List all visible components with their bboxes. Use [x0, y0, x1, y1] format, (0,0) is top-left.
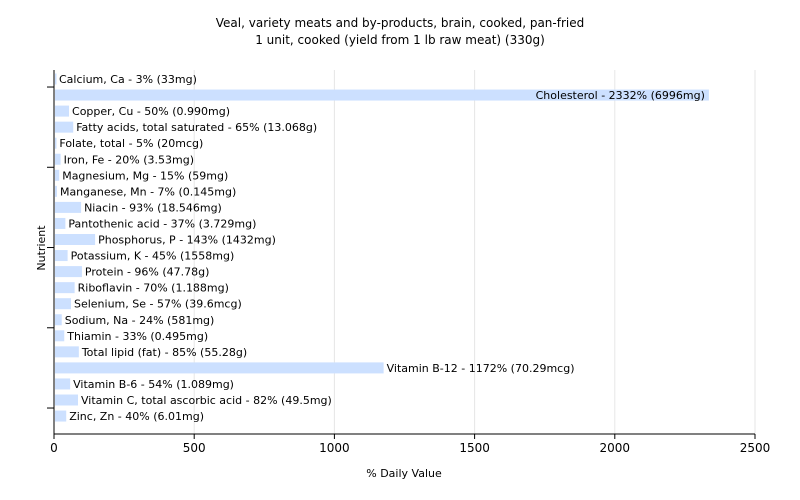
x-tick-label: 2000 [600, 441, 631, 455]
chart-title: Veal, variety meats and by-products, bra… [216, 16, 584, 30]
bar [55, 362, 384, 374]
x-axis-title: % Daily Value [366, 467, 442, 480]
bar-label: Calcium, Ca - 3% (33mg) [59, 73, 197, 86]
bar-label: Niacin - 93% (18.546mg) [84, 201, 222, 214]
bar [55, 410, 67, 422]
x-tick-label: 0 [50, 441, 58, 455]
bar-label: Copper, Cu - 50% (0.990mg) [72, 105, 230, 118]
bar-label: Zinc, Zn - 40% (6.01mg) [69, 410, 204, 423]
bar-label: Folate, total - 5% (20mcg) [59, 137, 203, 150]
bar [55, 121, 74, 133]
bar [55, 185, 57, 197]
bar [55, 73, 57, 85]
x-tick-label: 1000 [319, 441, 350, 455]
bar-label: Manganese, Mn - 7% (0.145mg) [60, 185, 236, 198]
bar-label: Selenium, Se - 57% (39.6mcg) [74, 298, 242, 311]
bar-label: Cholesterol - 2332% (6996mg) [536, 89, 705, 102]
chart-subtitle: 1 unit, cooked (yield from 1 lb raw meat… [255, 33, 545, 47]
x-tick-label: 500 [183, 441, 206, 455]
x-tick-label: 1500 [459, 441, 490, 455]
bar-label: Vitamin C, total ascorbic acid - 82% (49… [81, 394, 332, 407]
bar [55, 266, 82, 278]
bar [55, 394, 78, 406]
bar-label: Riboflavin - 70% (1.188mg) [78, 282, 229, 295]
y-axis-title: Nutrient [35, 225, 48, 271]
bar [55, 234, 96, 245]
bar-label: Sodium, Na - 24% (581mg) [65, 314, 215, 327]
bar-label: Protein - 96% (47.78g) [85, 266, 210, 279]
bar [55, 217, 66, 229]
bar [55, 282, 75, 294]
bar-label: Fatty acids, total saturated - 65% (13.0… [76, 121, 317, 134]
bar [55, 378, 71, 390]
bar [55, 105, 70, 117]
bar-label: Pantothenic acid - 37% (3.729mg) [68, 217, 256, 230]
bar [55, 298, 71, 310]
bar [55, 346, 79, 358]
bar-label: Thiamin - 33% (0.495mg) [66, 330, 208, 343]
bar-label: Iron, Fe - 20% (3.53mg) [64, 153, 194, 166]
bar [55, 153, 61, 165]
bar-label: Vitamin B-12 - 1172% (70.29mcg) [387, 362, 575, 375]
bar [55, 201, 82, 213]
bar-label: Potassium, K - 45% (1558mg) [71, 250, 235, 263]
bar [55, 169, 60, 181]
bar [55, 137, 57, 149]
bar-label: Total lipid (fat) - 85% (55.28g) [81, 346, 247, 359]
bar-label: Phosphorus, P - 143% (1432mg) [98, 234, 276, 247]
bar [55, 89, 709, 101]
bar [55, 330, 65, 342]
axes: 0 500 1000 1500 2000 2500 [47, 70, 770, 455]
bar-label: Magnesium, Mg - 15% (59mg) [62, 169, 228, 182]
x-tick-label: 2500 [740, 441, 771, 455]
bar [55, 250, 68, 262]
bars: Calcium, Ca - 3% (33mg) Cholesterol - 233… [55, 73, 709, 423]
bar-label: Vitamin B-6 - 54% (1.089mg) [73, 378, 234, 391]
bar [55, 314, 62, 326]
